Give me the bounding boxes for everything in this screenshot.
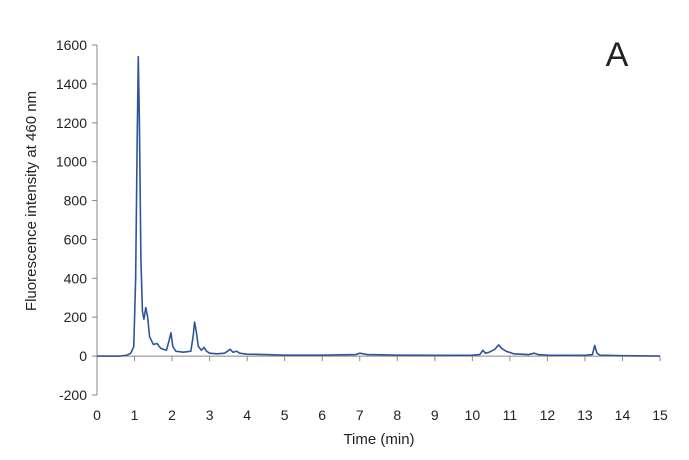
y-tick-label: 0 <box>79 348 87 364</box>
x-tick-label: 1 <box>131 407 139 423</box>
x-tick-label: 14 <box>615 407 631 423</box>
x-tick-label: 13 <box>577 407 593 423</box>
y-tick-label: 600 <box>64 231 88 247</box>
y-tick-label: 1600 <box>56 37 87 53</box>
y-tick-label: 400 <box>64 270 88 286</box>
x-tick-label: 10 <box>465 407 481 423</box>
x-tick-label: 8 <box>393 407 401 423</box>
y-tick-label: 1000 <box>56 154 87 170</box>
x-tick-label: 0 <box>93 407 101 423</box>
x-tick-label: 2 <box>168 407 176 423</box>
y-tick-label: 1400 <box>56 76 87 92</box>
series <box>97 55 661 357</box>
panel-label: A <box>606 36 629 74</box>
x-tick-label: 12 <box>540 407 556 423</box>
y-tick-label: 1200 <box>56 115 87 131</box>
x-tick-label: 5 <box>281 407 289 423</box>
x-tick-label: 7 <box>356 407 364 423</box>
x-tick-label: 6 <box>318 407 326 423</box>
axes <box>96 45 660 395</box>
x-tick-label: 9 <box>431 407 439 423</box>
x-tick-label: 3 <box>206 407 214 423</box>
x-tick-label: 15 <box>652 407 668 423</box>
x-tick-label: 4 <box>243 407 251 423</box>
series-line <box>97 55 661 357</box>
y-tick-label: -200 <box>59 387 87 403</box>
x-tick-label: 11 <box>503 407 518 423</box>
y-tick-label: 800 <box>64 193 88 209</box>
x-axis-label: Time (min) <box>343 431 414 448</box>
y-tick-label: 200 <box>64 309 88 325</box>
y-axis-label: Fluorescence intensity at 460 nm <box>23 91 40 311</box>
